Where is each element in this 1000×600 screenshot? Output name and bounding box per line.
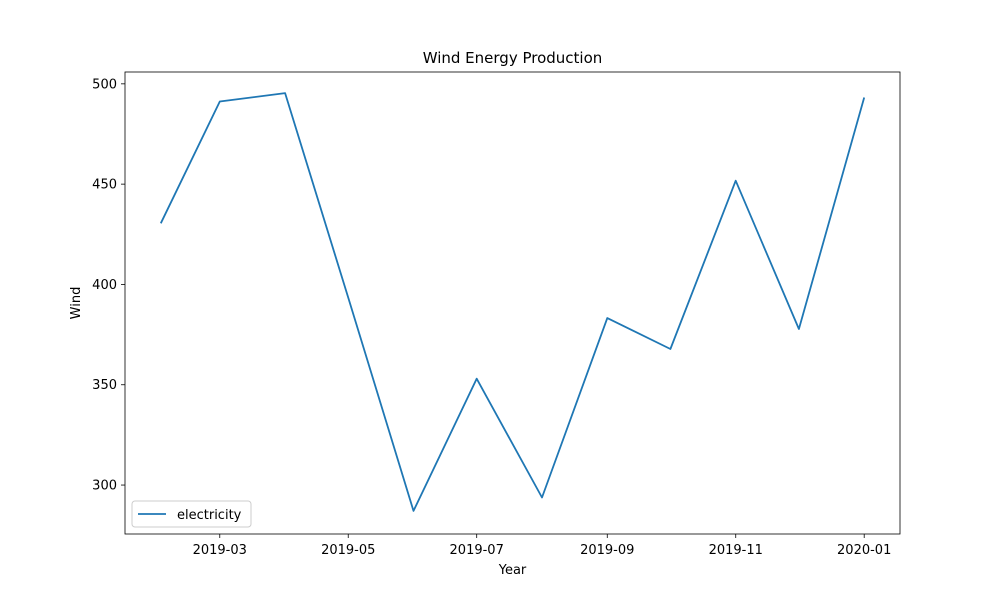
x-tick-label: 2020-01 xyxy=(837,543,891,558)
legend: electricity xyxy=(131,500,252,528)
legend-label-electricity: electricity xyxy=(177,508,242,523)
y-axis-ticks: 300 350 400 450 500 xyxy=(92,77,125,494)
x-tick-label: 2019-07 xyxy=(450,543,504,558)
y-tick-label: 300 xyxy=(92,479,117,494)
plot-area xyxy=(125,72,900,534)
series-group xyxy=(159,92,866,512)
x-axis-label: Year xyxy=(498,563,527,578)
y-tick-label: 450 xyxy=(92,178,117,193)
x-axis-ticks: 2019-03 2019-05 2019-07 2019-09 2019-11 2020-… xyxy=(193,534,891,558)
y-tick-label: 400 xyxy=(92,278,117,293)
x-tick-label: 2019-09 xyxy=(580,543,634,558)
series-line-electricity xyxy=(159,92,866,512)
chart-title: Wind Energy Production xyxy=(423,49,603,67)
x-tick-label: 2019-05 xyxy=(321,543,375,558)
y-tick-label: 350 xyxy=(92,378,117,393)
x-tick-label: 2019-03 xyxy=(193,543,247,558)
y-axis-label: Wind xyxy=(69,287,84,320)
plot-frame xyxy=(124,71,901,535)
x-tick-label: 2019-11 xyxy=(709,543,763,558)
y-tick-label: 500 xyxy=(92,77,117,92)
legend-box xyxy=(131,500,252,528)
